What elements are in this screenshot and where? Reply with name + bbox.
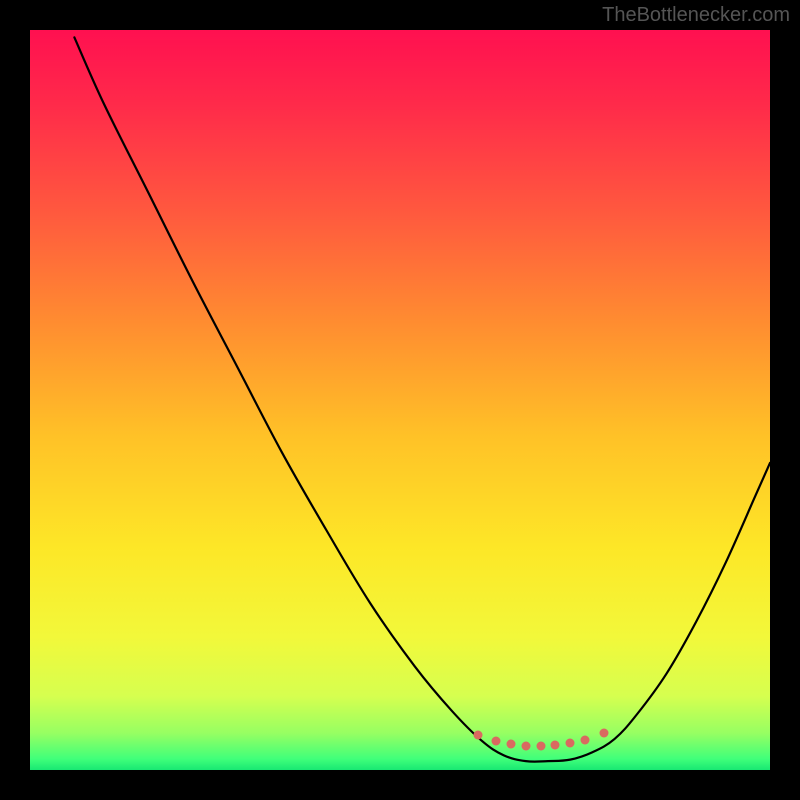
plot-area <box>30 30 770 770</box>
bottom-marker <box>551 740 560 749</box>
bottom-marker <box>536 741 545 750</box>
bottom-marker <box>566 739 575 748</box>
bottom-marker <box>473 731 482 740</box>
bottom-marker <box>581 736 590 745</box>
bottom-marker <box>521 741 530 750</box>
chart-container: TheBottlenecker.com <box>0 0 800 800</box>
bottom-marker <box>492 737 501 746</box>
gradient-background <box>30 30 770 770</box>
watermark-text: TheBottlenecker.com <box>602 4 790 27</box>
bottom-marker <box>507 740 516 749</box>
bottom-marker <box>599 729 608 738</box>
